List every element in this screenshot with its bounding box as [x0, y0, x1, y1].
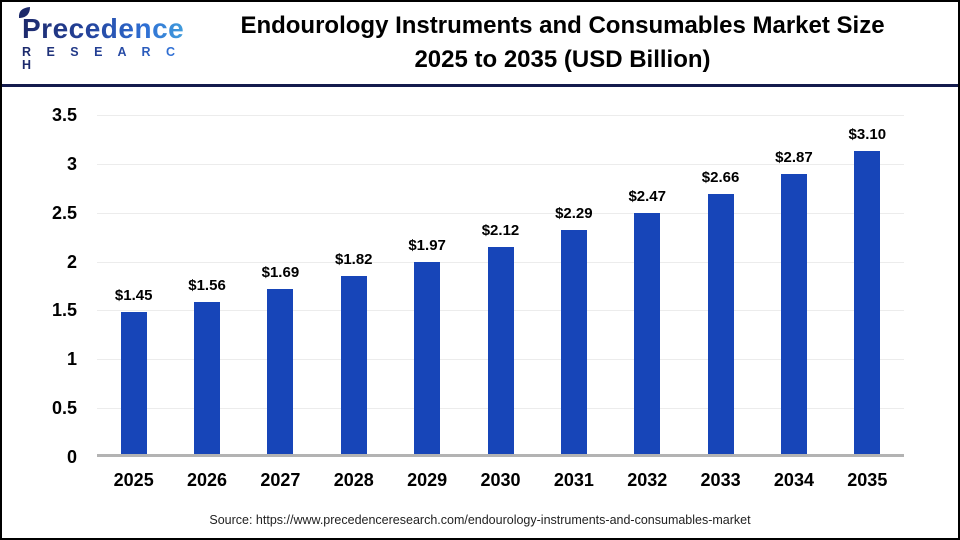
logo-wordmark: Precedence: [22, 15, 187, 43]
page-title: Endourology Instruments and Consumables …: [187, 9, 958, 77]
x-tick-label: 2033: [700, 470, 741, 490]
source-text: Source: https://www.precedenceresearch.c…: [209, 513, 751, 527]
x-tick-label: 2034: [773, 470, 814, 490]
x-tick-label: 2035: [847, 470, 888, 490]
bar: [267, 288, 294, 454]
bar: [634, 212, 661, 454]
header-divider: [2, 84, 958, 87]
x-tick-label: 2031: [553, 470, 594, 490]
bar-value-label: $2.66: [701, 169, 740, 187]
bar: [414, 261, 441, 454]
leaf-icon: [18, 6, 31, 19]
y-tick-label: 2.5: [51, 202, 77, 223]
bar: [780, 173, 807, 454]
bar: [707, 194, 734, 454]
x-tick-label: 2027: [260, 470, 301, 490]
x-tick-label: 2030: [480, 470, 521, 490]
header: Precedence R E S E A R C H Endourology I…: [2, 2, 958, 84]
bar-value-label: $1.97: [408, 236, 446, 254]
y-tick-label: 2: [66, 251, 77, 272]
bar-value-label: $1.56: [188, 276, 226, 294]
y-tick-label: 0.5: [51, 398, 77, 419]
bar-value-label: $2.29: [555, 205, 593, 223]
plot-area: $1.45 $1.56 $1.69 $1.82 $1.97 $2.12 $2.29 $2.47…: [97, 115, 904, 457]
y-tick-label: 1.5: [51, 300, 77, 321]
x-axis: 2025 2026 2027 2028 2029 2030 2031 2032 2033 2034…: [97, 470, 904, 494]
logo: Precedence R E S E A R C H: [2, 7, 187, 71]
x-tick-label: 2026: [187, 470, 228, 490]
logo-subtitle: R E S E A R C H: [22, 46, 187, 71]
bar: [120, 312, 147, 454]
x-tick-label: 2032: [627, 470, 668, 490]
y-tick-label: 0: [66, 447, 77, 467]
gridline: [97, 212, 904, 214]
gridline: [97, 163, 904, 165]
bar: [194, 301, 221, 454]
title-line-2: 2025 to 2035 (USD Billion): [414, 46, 711, 73]
title-line-1: Endourology Instruments and Consumables …: [240, 12, 885, 39]
bar-value-label: $3.10: [848, 126, 887, 144]
bar-value-label: $1.82: [334, 251, 373, 269]
bar: [340, 276, 367, 454]
x-tick-label: 2028: [333, 470, 374, 490]
bar-value-label: $1.45: [114, 287, 153, 305]
bar-value-label: $1.69: [261, 263, 300, 281]
bar-value-label: $2.47: [628, 187, 666, 205]
bar-value-label: $2.87: [775, 148, 813, 166]
y-tick-label: 3: [66, 153, 77, 174]
y-axis: 0 0.5 1 1.5 2 2.5 3 3.5: [2, 2, 82, 538]
y-tick-label: 3.5: [51, 105, 77, 125]
x-tick-label: 2025: [113, 470, 154, 490]
bar: [560, 230, 587, 454]
x-tick-label: 2029: [407, 470, 448, 490]
y-tick-label: 1: [66, 349, 77, 370]
gridline: [97, 115, 904, 116]
bar-value-label: $2.12: [481, 221, 520, 239]
bar: [487, 246, 514, 454]
bar: [854, 151, 881, 454]
